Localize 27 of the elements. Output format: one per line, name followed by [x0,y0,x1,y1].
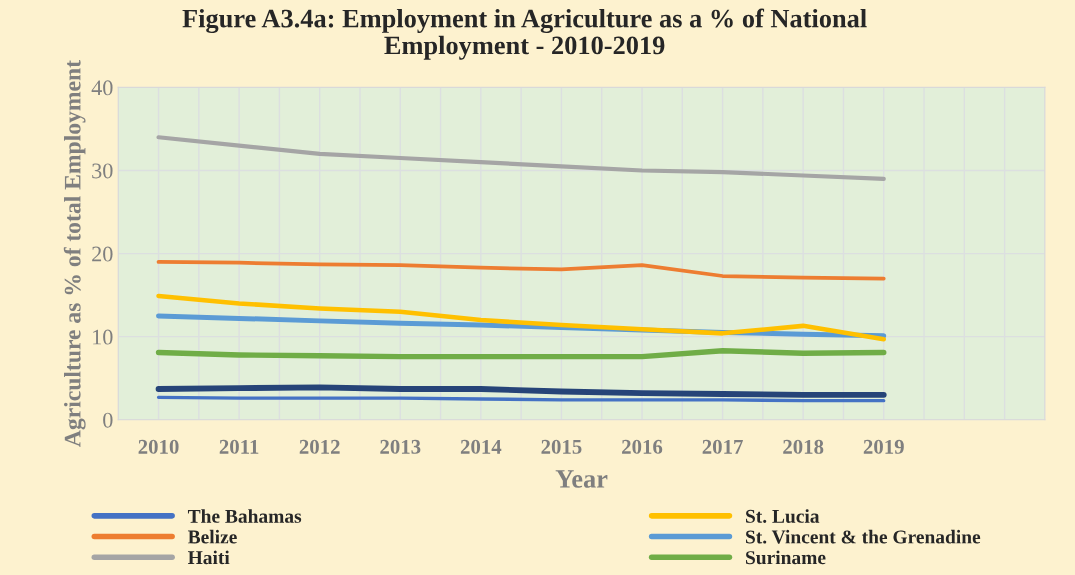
y-tick-label: 30 [92,163,113,179]
legend-label: Suriname [746,550,826,565]
y-tick-label: 0 [103,412,113,428]
legend-label: St. Vincent & the Grenadine [746,529,981,544]
x-tick-label: 2014 [460,439,502,454]
legend-label: The Bahamas [187,509,302,523]
line-series [156,135,886,181]
x-tick-label: 2018 [783,439,824,454]
x-tick-label: 2017 [702,439,743,454]
x-tick-label: 2016 [622,439,663,454]
legend-label: Belize [187,529,237,544]
line-series [156,293,887,342]
legend-label: St. Lucia [746,509,820,523]
y-tick-label: 20 [92,246,113,262]
x-tick-label: 2010 [138,439,179,454]
chart-title: Figure A3.4a: Employment in Agriculture as a % of National Employment - 2010-2019 [182,8,867,60]
x-axis-title: Year [555,470,608,488]
y-tick-label: 10 [93,329,113,345]
y-tick-label: 40 [91,80,113,96]
x-tick-label: 2013 [380,439,421,454]
line-series [156,260,886,281]
x-tick-label: 2012 [299,439,340,454]
y-axis-title: Agriculture as % of total Employment [63,60,86,447]
legend-label: Haiti [187,550,230,565]
x-tick-label: 2011 [219,439,259,454]
x-tick-label: 2019 [863,439,904,454]
x-tick-label: 2015 [541,439,582,454]
